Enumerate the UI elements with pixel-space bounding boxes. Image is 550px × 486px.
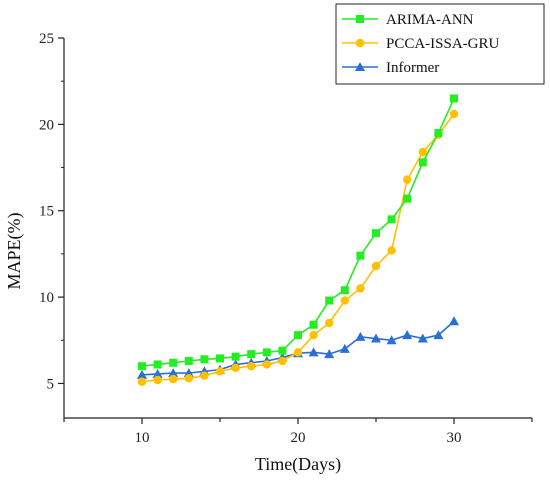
- data-point: [137, 369, 147, 379]
- data-point: [278, 356, 287, 366]
- data-point: [153, 375, 162, 385]
- y-axis-label: MAPE(%): [4, 213, 25, 290]
- data-point: [325, 318, 334, 328]
- data-point: [137, 377, 147, 386]
- data-point: [372, 229, 380, 238]
- data-point: [449, 109, 459, 119]
- data-point: [340, 286, 349, 295]
- data-point: [184, 357, 193, 365]
- data-point: [434, 129, 443, 137]
- data-point: [169, 374, 178, 384]
- legend-label: ARIMA-ANN: [386, 12, 474, 28]
- x-tick-label: 30: [447, 430, 462, 446]
- y-tick-label: 10: [39, 290, 54, 306]
- series-line: [141, 113, 455, 383]
- legend-label: Informer: [386, 60, 439, 76]
- data-point: [293, 348, 303, 357]
- data-point: [231, 352, 240, 361]
- data-point: [308, 347, 319, 357]
- series-informer: [137, 316, 459, 379]
- legend-box: [335, 3, 545, 85]
- series-layer: [137, 94, 459, 386]
- legend-label: PCCA-ISSA-GRU: [386, 36, 500, 52]
- data-point: [450, 94, 458, 103]
- data-point: [340, 296, 349, 305]
- y-tick-label: 5: [47, 376, 55, 392]
- data-point: [403, 194, 412, 203]
- data-point: [247, 361, 256, 371]
- data-point: [153, 360, 162, 369]
- data-point: [184, 374, 193, 383]
- data-point: [294, 331, 302, 340]
- data-point: [371, 261, 381, 271]
- data-point: [402, 330, 413, 340]
- data-point: [278, 346, 287, 355]
- series-pcca-issa-gru: [137, 109, 459, 386]
- data-point: [138, 362, 146, 371]
- data-point: [449, 316, 459, 326]
- data-point: [309, 330, 318, 340]
- data-point: [403, 175, 412, 184]
- legend-marker: [356, 15, 364, 23]
- data-point: [371, 333, 381, 343]
- data-point: [325, 296, 334, 305]
- data-point: [417, 333, 428, 343]
- data-point: [355, 331, 366, 341]
- data-point: [152, 368, 163, 378]
- series-line: [141, 98, 455, 367]
- data-point: [183, 368, 194, 378]
- data-point: [418, 158, 427, 167]
- data-point: [387, 215, 396, 224]
- legend-marker: [355, 38, 365, 48]
- data-point: [216, 354, 224, 363]
- data-point: [418, 147, 427, 157]
- data-point: [386, 335, 397, 345]
- data-point: [215, 367, 225, 376]
- y-tick-label: 20: [39, 117, 54, 133]
- legend: ARIMA-ANN PCCA-ISSA-GRU Informer: [335, 3, 545, 85]
- axes: 5 10 15 20 25 10 20 30: [39, 31, 533, 446]
- y-tick-label: 25: [39, 31, 54, 47]
- data-point: [231, 363, 240, 373]
- data-point: [387, 246, 396, 255]
- x-axis-label: Time(Days): [255, 454, 341, 475]
- data-point: [339, 343, 350, 353]
- data-point: [356, 284, 365, 293]
- series-line: [141, 320, 455, 376]
- data-point: [262, 348, 271, 357]
- data-point: [169, 358, 178, 367]
- data-point: [200, 371, 209, 380]
- data-point: [168, 368, 179, 378]
- data-point: [309, 320, 318, 329]
- x-tick-label: 10: [135, 430, 150, 446]
- data-point: [262, 360, 271, 369]
- data-point: [247, 350, 256, 359]
- x-tick-label: 20: [291, 430, 306, 446]
- data-point: [356, 251, 365, 260]
- series-arima-ann: [138, 94, 458, 371]
- data-point: [200, 355, 209, 364]
- data-point: [324, 349, 335, 359]
- data-point: [433, 330, 444, 340]
- legend-marker: [355, 62, 365, 71]
- y-tick-label: 15: [39, 204, 54, 220]
